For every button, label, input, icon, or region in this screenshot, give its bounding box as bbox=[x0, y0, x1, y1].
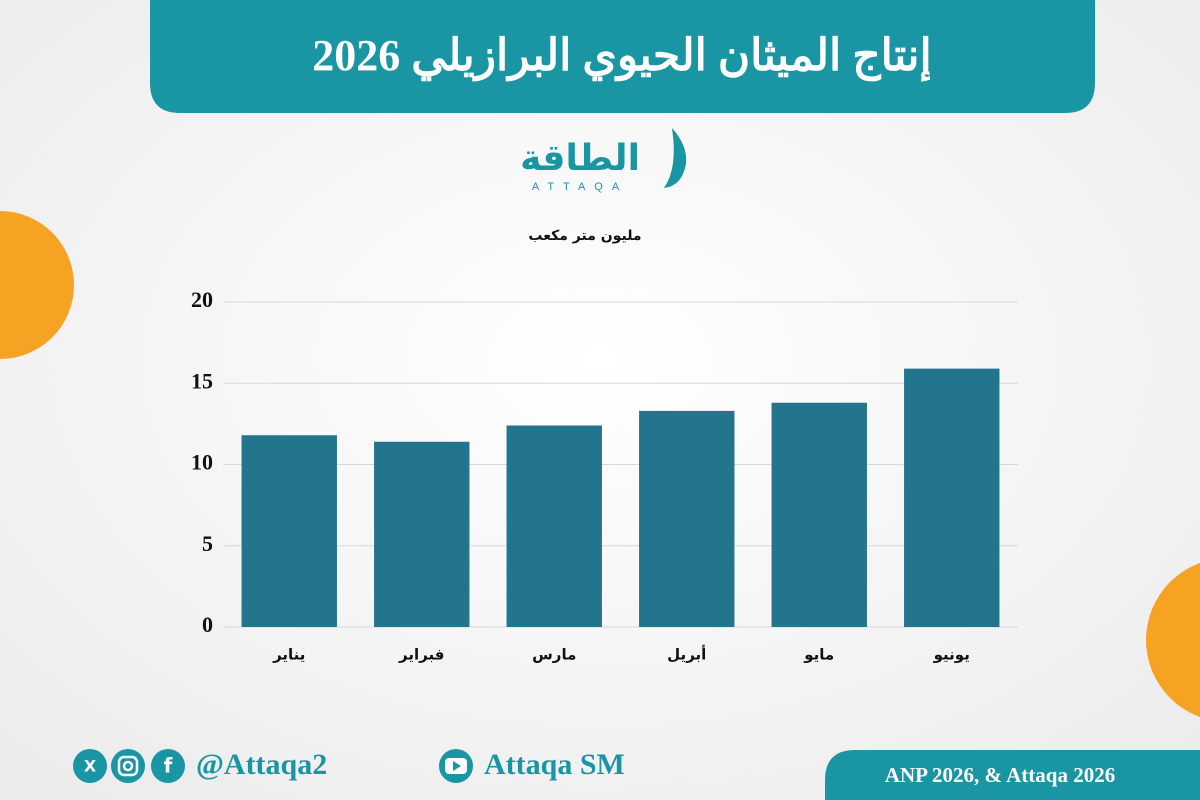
title: إنتاج الميثان الحيوي البرازيلي 2026 bbox=[312, 31, 932, 82]
title-banner bbox=[150, 0, 1095, 113]
instagram-glyph bbox=[122, 760, 134, 772]
footer: X f @Attaqa2 Attaqa SM ANP 2026, & Attaq… bbox=[73, 748, 1200, 800]
youtube-glyph bbox=[453, 761, 461, 771]
y-tick-label: 0 bbox=[202, 612, 213, 637]
x-tick-label: مايو bbox=[803, 646, 834, 664]
source-banner bbox=[825, 750, 1200, 800]
logo: الطاقة ATTAQA bbox=[520, 128, 687, 193]
bar bbox=[374, 441, 470, 627]
x-tick-label: أبريل bbox=[667, 645, 706, 664]
x-tick-label: يونيو bbox=[933, 646, 970, 664]
x-tick-label: فبراير bbox=[398, 646, 444, 664]
instagram-icon[interactable] bbox=[111, 749, 145, 783]
source: ANP 2026, & Attaqa 2026 bbox=[885, 763, 1115, 787]
bar bbox=[904, 368, 1000, 627]
decor-circle bbox=[1146, 562, 1200, 718]
x-icon-glyph: X bbox=[84, 757, 97, 776]
social-handle: @Attaqa2 bbox=[196, 748, 327, 781]
x-tick-label: يناير bbox=[272, 646, 305, 664]
x-icon[interactable] bbox=[73, 749, 107, 783]
facebook-glyph: f bbox=[164, 754, 173, 778]
logo-drop bbox=[664, 128, 687, 188]
bar bbox=[771, 402, 867, 627]
y-tick-label: 20 bbox=[191, 287, 213, 312]
x-tick-label: مارس bbox=[532, 646, 576, 664]
y-axis-label: مليون متر مكعب bbox=[528, 228, 641, 244]
bar bbox=[639, 410, 735, 627]
y-tick-label: 10 bbox=[191, 450, 213, 475]
youtube-channel: Attaqa SM bbox=[484, 748, 625, 781]
y-tick-label: 5 bbox=[202, 531, 213, 556]
facebook-icon[interactable] bbox=[151, 749, 185, 783]
logo-latin: ATTAQA bbox=[532, 181, 628, 193]
plot: 0 5 10 15 20 يناير فبراير مارس أبريل مايو يونيو bbox=[191, 287, 1018, 664]
y-tick-label: 15 bbox=[191, 368, 213, 393]
bar bbox=[506, 425, 602, 627]
bar bbox=[241, 435, 337, 627]
logo-arabic: الطاقة bbox=[520, 138, 640, 179]
instagram-glyph bbox=[117, 755, 139, 777]
decor-circle bbox=[0, 211, 74, 359]
